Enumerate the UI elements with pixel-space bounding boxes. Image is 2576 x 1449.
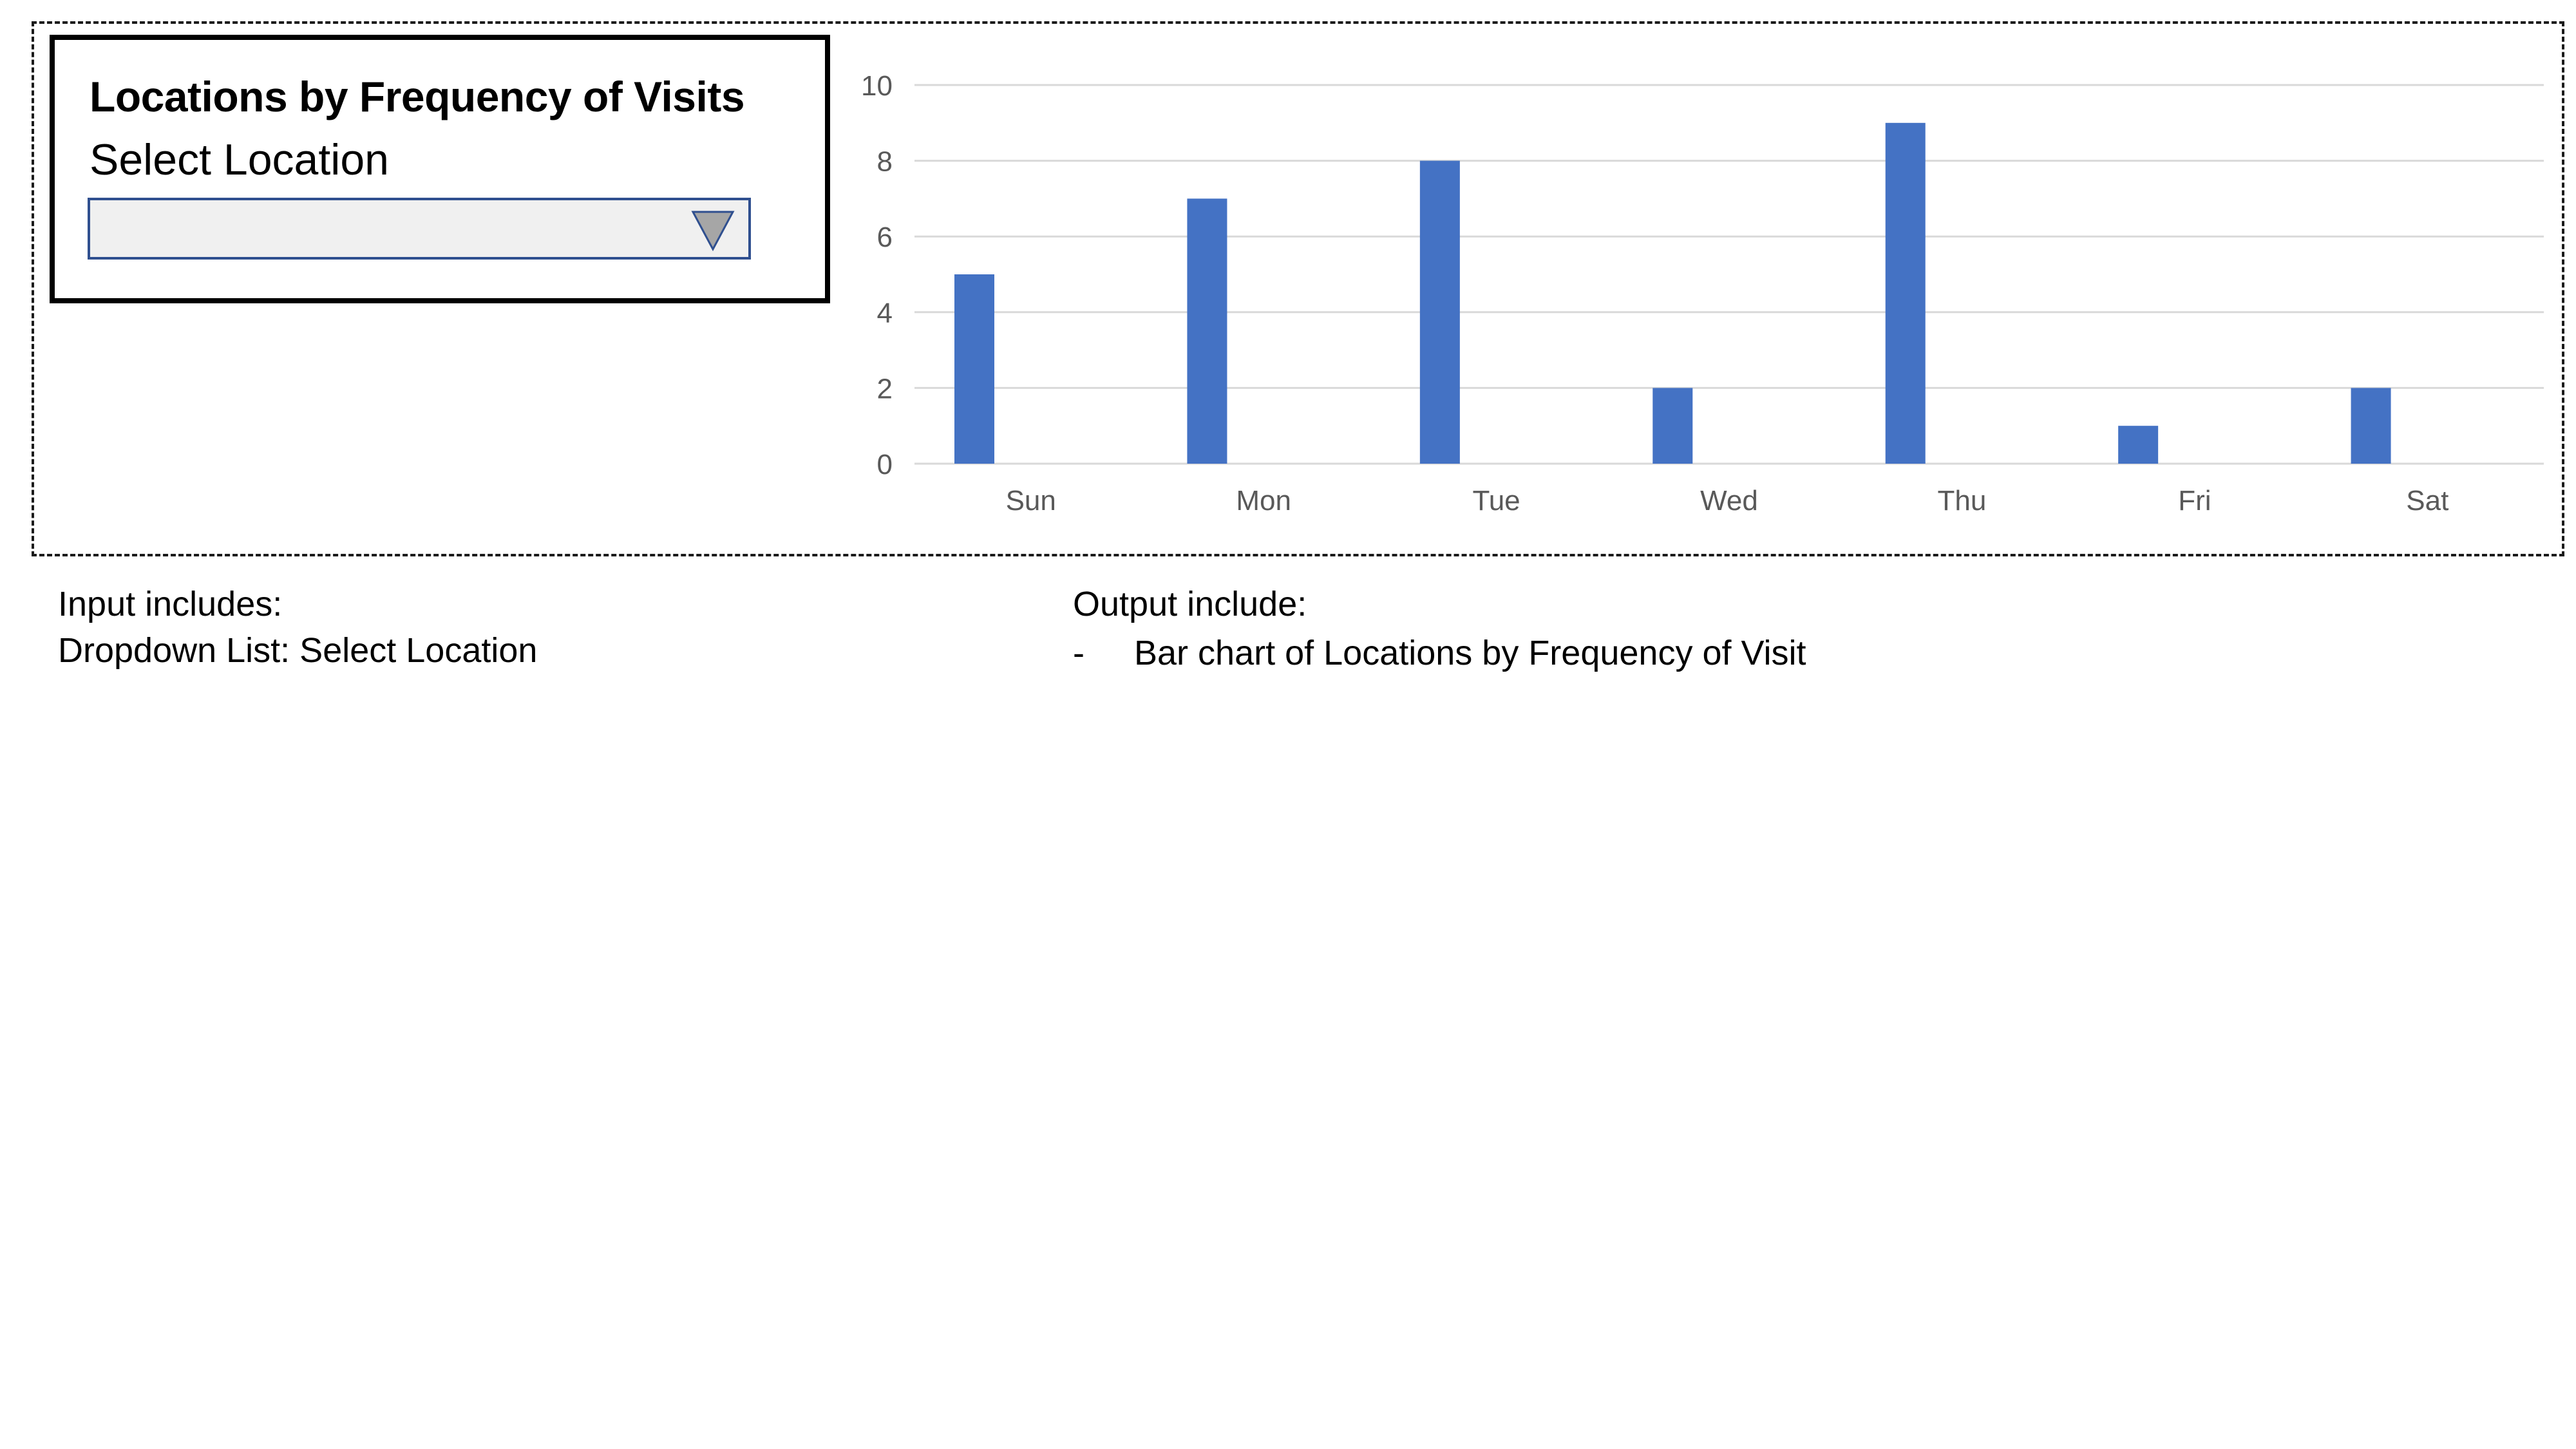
input-item: Dropdown List: Select Location bbox=[58, 631, 538, 670]
frequency-bar-chart: 0 2 4 6 8 10 Sun Mon Tue Wed Thu Fri Sat bbox=[831, 52, 2557, 541]
bar-wed bbox=[1653, 388, 1693, 464]
output-heading: Output include: bbox=[1073, 585, 1307, 623]
y-tick-label: 8 bbox=[877, 146, 893, 178]
bar-fri bbox=[2118, 426, 2159, 464]
y-tick-label: 2 bbox=[877, 373, 893, 404]
x-tick-label: Sat bbox=[2406, 485, 2448, 516]
input-notes: Input includes: Dropdown List: Select Lo… bbox=[58, 581, 537, 674]
output-bullet: - bbox=[1073, 634, 1084, 672]
x-tick-label: Fri bbox=[2178, 485, 2211, 516]
bar-sat bbox=[2351, 388, 2391, 464]
input-heading: Input includes: bbox=[58, 585, 283, 623]
output-notes: Output include: - Bar chart of Locations … bbox=[1073, 581, 1806, 676]
location-dropdown[interactable] bbox=[88, 198, 751, 260]
panel-title: Locations by Frequency of Visits bbox=[90, 73, 745, 120]
y-tick-label: 0 bbox=[877, 449, 893, 480]
x-tick-label: Wed bbox=[1700, 485, 1758, 516]
bar-sun bbox=[954, 274, 994, 464]
chart-svg: 0 2 4 6 8 10 Sun Mon Tue Wed Thu Fri Sat bbox=[861, 70, 2544, 516]
select-location-label: Select Location bbox=[90, 135, 389, 184]
y-tick-label: 10 bbox=[861, 70, 893, 102]
y-tick-label: 4 bbox=[877, 298, 893, 329]
bar-tue bbox=[1419, 160, 1460, 464]
y-tick-label: 6 bbox=[877, 222, 893, 253]
x-tick-label: Thu bbox=[1938, 485, 1987, 516]
bar-thu bbox=[1885, 122, 1926, 464]
dashboard-frame bbox=[32, 21, 2564, 556]
output-item-row: - Bar chart of Locations by Frequency of … bbox=[1073, 630, 1806, 676]
x-tick-label: Mon bbox=[1236, 485, 1291, 516]
triangle-down-icon[interactable] bbox=[690, 208, 735, 253]
output-item: Bar chart of Locations by Frequency of V… bbox=[1134, 634, 1806, 672]
x-tick-label: Tue bbox=[1472, 485, 1520, 516]
x-tick-label: Sun bbox=[1006, 485, 1056, 516]
bar-mon bbox=[1187, 198, 1227, 464]
